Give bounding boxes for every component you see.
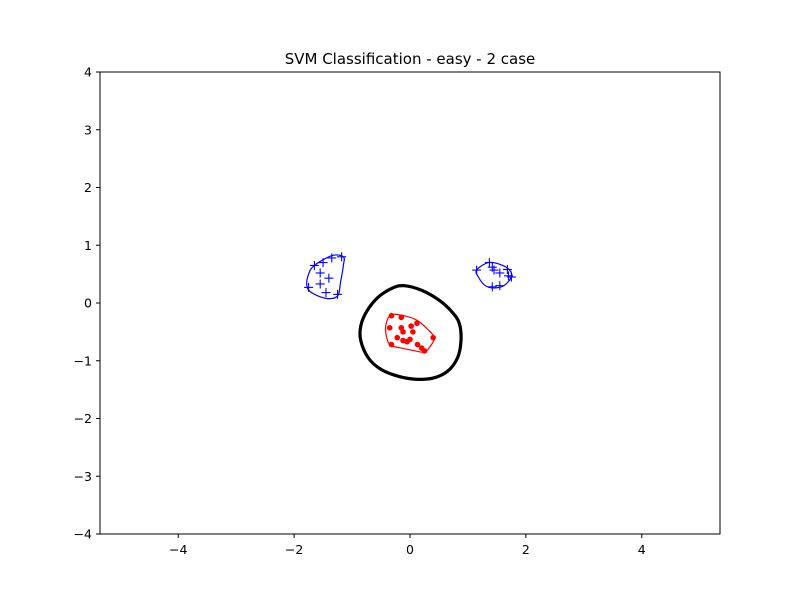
negative-point xyxy=(388,341,395,348)
negative-point xyxy=(394,334,401,341)
chart-title: SVM Classification - easy - 2 case xyxy=(285,50,536,68)
positive-point xyxy=(318,258,328,268)
negative-point xyxy=(400,329,406,335)
x-tick-label: 0 xyxy=(406,542,414,557)
y-tick-label: 4 xyxy=(84,65,92,80)
negative-point xyxy=(407,336,413,343)
negative-point xyxy=(408,323,414,329)
x-tick-label: −4 xyxy=(169,542,187,557)
positive-point xyxy=(324,273,334,283)
x-tick-label: −2 xyxy=(285,542,303,557)
decision-boundary-contour xyxy=(358,283,463,381)
y-tick-label: −2 xyxy=(74,411,92,426)
positive-point xyxy=(315,268,325,278)
positive-point xyxy=(495,281,505,291)
positive-point xyxy=(304,282,314,292)
negative-point xyxy=(414,320,420,327)
negative-point xyxy=(398,314,405,321)
positive-point xyxy=(489,265,499,275)
negative-point xyxy=(430,334,436,341)
y-tick-label: 2 xyxy=(84,180,92,195)
positive-point xyxy=(315,279,325,289)
plot-frame xyxy=(99,71,721,535)
positive-point xyxy=(309,260,319,270)
class-contour-1 xyxy=(475,261,513,289)
positive-point xyxy=(502,265,512,275)
y-tick-label: −4 xyxy=(74,527,92,542)
positive-point xyxy=(506,272,516,282)
x-tick-label: 4 xyxy=(638,542,646,557)
negative-point xyxy=(388,312,395,319)
axes-layer: −4 −2 0 2 4 −4 −3 −2 −1 0 1 2 3 4 xyxy=(74,65,646,558)
positive-point xyxy=(487,282,497,292)
negative-point xyxy=(410,329,416,335)
positive-point xyxy=(472,265,482,275)
positive-point xyxy=(337,252,347,262)
y-tick-label: −3 xyxy=(74,469,92,484)
positive-point xyxy=(333,289,343,299)
points-layer xyxy=(304,252,516,354)
contours-layer xyxy=(306,254,513,381)
y-tick-label: 0 xyxy=(84,296,92,311)
positive-point xyxy=(321,288,331,298)
negative-point xyxy=(421,348,428,354)
y-tick-label: −1 xyxy=(74,353,92,368)
positive-point xyxy=(495,268,505,278)
negative-point xyxy=(386,325,393,331)
x-tick-label: 2 xyxy=(522,542,530,557)
y-tick-label: 1 xyxy=(84,238,92,253)
positive-point xyxy=(327,253,337,263)
negative-point xyxy=(414,341,421,348)
positive-point xyxy=(484,258,494,268)
y-tick-label: 3 xyxy=(84,122,92,137)
